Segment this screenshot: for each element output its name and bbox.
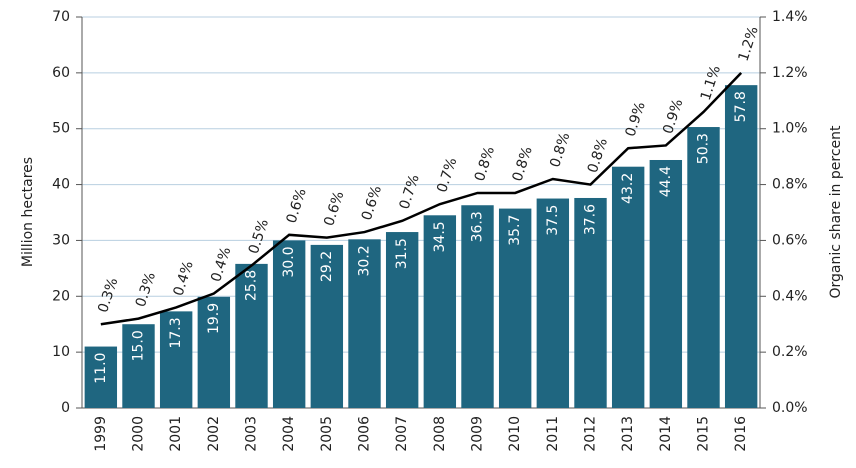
bar (348, 239, 381, 408)
x-tick-label: 2012 (583, 416, 599, 452)
bar (197, 296, 231, 408)
y-tick-label: 50 (52, 121, 70, 137)
x-tick-label: 2008 (432, 416, 448, 452)
line-value-label: 0.9% (623, 100, 649, 139)
y-axis-title: Million hectares (20, 157, 36, 267)
x-tick-label: 2009 (470, 416, 486, 452)
y2-tick-label: 1.0% (772, 121, 808, 137)
line-value-label: 0.8% (547, 131, 573, 170)
y2-tick-label: 0.6% (772, 232, 808, 248)
x-tick-label: 2010 (507, 416, 523, 452)
x-tick-label: 1999 (93, 416, 109, 452)
bar (310, 244, 344, 408)
x-tick-label: 2015 (696, 416, 712, 452)
line-value-label: 0.3% (133, 270, 159, 309)
bar-value-label: 15.0 (131, 330, 147, 361)
x-tick-label: 2002 (206, 416, 222, 452)
bar-value-label: 11.0 (93, 353, 109, 384)
y-tick-label: 30 (52, 232, 70, 248)
y-tick-label: 20 (52, 288, 70, 304)
y-tick-label: 0 (61, 400, 70, 416)
bar (423, 215, 457, 408)
bar (235, 263, 268, 408)
bar-value-label: 29.2 (319, 251, 335, 282)
bar (84, 346, 118, 408)
y2-tick-label: 0.0% (772, 400, 808, 416)
y-tick-label: 70 (52, 9, 70, 25)
bar-value-label: 36.3 (470, 211, 486, 242)
y2-tick-label: 1.2% (772, 65, 808, 81)
x-tick-label: 2001 (168, 416, 184, 452)
bar (272, 240, 306, 408)
line (100, 71, 743, 326)
bar (724, 85, 758, 408)
line-value-label: 0.5% (246, 217, 272, 256)
line-value-label: 0.7% (434, 156, 460, 195)
bar-value-label: 25.8 (244, 270, 260, 301)
bar (649, 159, 683, 408)
y2-tick-label: 1.4% (772, 9, 808, 25)
bar (159, 311, 193, 408)
x-tick-label: 2006 (357, 416, 373, 452)
line-value-label: 0.7% (397, 173, 423, 212)
bar (574, 197, 607, 408)
bar-value-label: 31.5 (394, 238, 410, 269)
y-tick-label: 60 (52, 65, 70, 81)
bar-value-label: 19.9 (206, 303, 222, 334)
line-value-label: 1.1% (698, 64, 724, 103)
line-value-label: 0.6% (284, 187, 310, 226)
bar (122, 324, 155, 408)
bar-value-label: 34.5 (432, 221, 448, 252)
y-tick-label: 40 (52, 177, 70, 193)
line-value-label: 0.8% (510, 145, 536, 184)
bar-value-label: 37.5 (545, 205, 561, 236)
line-value-label: 0.6% (359, 184, 385, 223)
bar-value-label: 30.0 (281, 246, 297, 277)
y2-tick-label: 0.8% (772, 177, 808, 193)
bar-value-label: 57.8 (733, 91, 749, 122)
y-tick-label: 10 (52, 344, 70, 360)
bar-value-label: 35.7 (507, 215, 523, 246)
y2-axis-title: Organic share in percent (828, 125, 844, 299)
x-tick-label: 2000 (131, 416, 147, 452)
line-value-label: 1.2% (736, 25, 762, 64)
x-tick-label: 2005 (319, 416, 335, 452)
x-tick-label: 2011 (545, 416, 561, 452)
bar (687, 127, 720, 408)
x-tick-label: 2004 (281, 416, 297, 452)
y2-tick-label: 0.2% (772, 344, 808, 360)
bar (498, 208, 532, 408)
line-value-label: 0.4% (171, 259, 197, 298)
bar (611, 166, 645, 408)
y2-tick-label: 0.4% (772, 288, 808, 304)
x-tick-label: 2003 (244, 416, 260, 452)
line-value-label: 0.4% (208, 245, 234, 284)
bar (536, 198, 570, 408)
bar-value-label: 43.2 (620, 173, 636, 204)
bar-value-label: 37.6 (583, 204, 599, 235)
bar-value-label: 50.3 (696, 133, 712, 164)
x-tick-label: 2007 (394, 416, 410, 452)
line-value-label: 0.6% (321, 189, 347, 228)
line-value-label: 0.3% (95, 276, 121, 315)
bar-value-label: 17.3 (168, 317, 184, 348)
x-tick-label: 2016 (733, 416, 749, 452)
bar (385, 232, 419, 408)
x-tick-label: 2013 (620, 416, 636, 452)
bar (461, 205, 494, 408)
x-tick-label: 2014 (658, 416, 674, 452)
bar-value-label: 44.4 (658, 166, 674, 197)
line-value-label: 0.8% (472, 145, 498, 184)
bar-value-label: 30.2 (357, 245, 373, 276)
